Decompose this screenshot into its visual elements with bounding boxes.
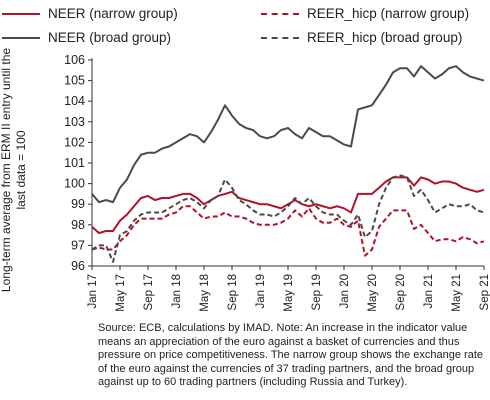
series-line-1: [91, 205, 485, 257]
x-tick-label: May 17: [115, 274, 127, 312]
legend-item-reer-broad: REER_hicp (broad group): [261, 30, 462, 45]
legend-swatch-neer-narrow: [2, 12, 40, 15]
line-chart: 96 97 98 99 100 101 102 103 104 105 106 Jan 17 May 1…: [64, 53, 490, 312]
x-tick-label: Sep 21: [479, 274, 490, 310]
y-tick-label: 103: [64, 115, 85, 129]
x-tick-label: Sep 19: [311, 274, 323, 310]
y-tick-label: 105: [64, 74, 85, 88]
x-tick-label: Jan 20: [339, 274, 351, 309]
legend-label-reer-narrow: REER_hicp (narrow group): [307, 6, 470, 21]
series-line-0: [91, 176, 485, 235]
y-tick-label: 101: [64, 156, 85, 170]
x-tick-label: Sep 18: [227, 274, 239, 310]
legend: NEER (narrow group) REER_hicp (narrow gr…: [0, 0, 490, 56]
legend-item-neer-broad: NEER (broad group): [2, 30, 171, 45]
x-tick-label: Jan 19: [255, 274, 267, 309]
x-tick-label: May 19: [283, 274, 295, 312]
legend-item-neer-narrow: NEER (narrow group): [2, 6, 178, 21]
legend-label-neer-narrow: NEER (narrow group): [48, 6, 178, 21]
y-tick-label: 104: [64, 94, 85, 108]
y-tick-label: 96: [71, 259, 85, 273]
x-tick-label: Sep 20: [395, 274, 407, 310]
x-tick-label: May 18: [199, 274, 211, 312]
y-tick-label: 97: [71, 238, 85, 252]
source-note: Source: ECB, calculations by IMAD. Note:…: [98, 322, 484, 389]
x-tick-label: Jan 21: [423, 274, 435, 309]
y-tick-label: 106: [64, 53, 85, 67]
legend-swatch-neer-broad: [2, 36, 40, 39]
series-line-2: [91, 65, 485, 204]
x-tick-label: Sep 17: [143, 274, 155, 310]
legend-label-reer-broad: REER_hicp (broad group): [307, 30, 463, 45]
x-tick-label: May 20: [367, 274, 379, 312]
x-tick-label: May 21: [451, 274, 463, 312]
x-tick-label: Jan 18: [171, 274, 183, 309]
y-tick-label: 98: [71, 218, 85, 232]
series-line-3: [91, 174, 485, 263]
y-tick-label: 99: [71, 197, 85, 211]
legend-swatch-reer-narrow: [261, 12, 299, 15]
legend-label-neer-broad: NEER (broad group): [48, 30, 172, 45]
legend-item-reer-narrow: REER_hicp (narrow group): [261, 6, 469, 21]
y-tick-label: 102: [64, 135, 85, 149]
legend-swatch-reer-broad: [261, 36, 299, 39]
y-tick-label: 100: [64, 177, 85, 191]
x-tick-label: Jan 17: [87, 274, 99, 309]
